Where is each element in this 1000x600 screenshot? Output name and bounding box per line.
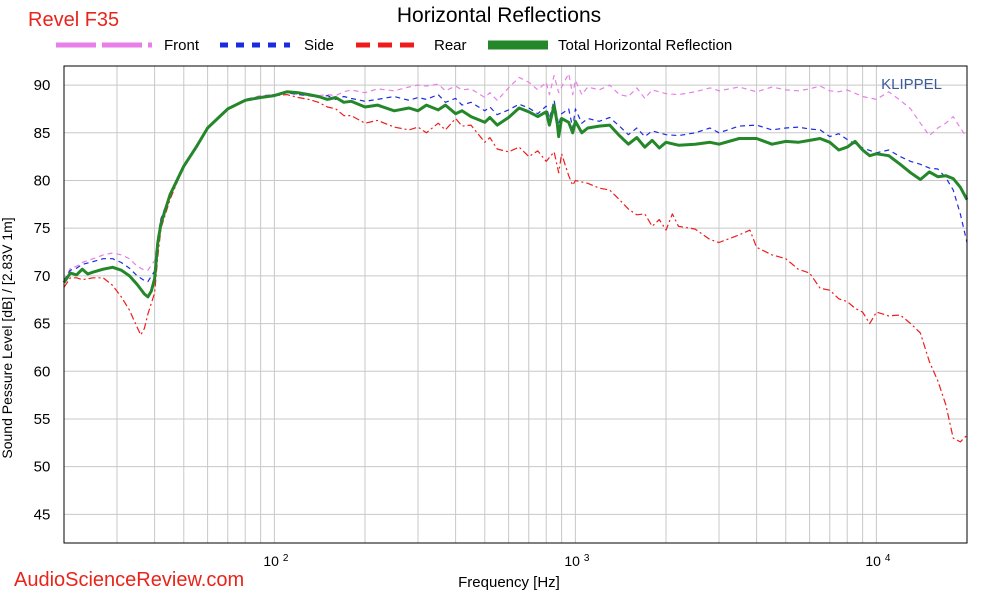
x-tick-label: 10 3 <box>564 553 589 569</box>
y-tick-label: 85 <box>34 125 51 142</box>
legend-label: Front <box>164 37 200 54</box>
chart-title: Horizontal Reflections <box>397 4 601 27</box>
series-line-total-horizontal-reflection <box>62 90 969 299</box>
y-tick-label: 75 <box>34 220 51 237</box>
plot-frame <box>63 65 968 544</box>
product-name: Revel F35 <box>28 9 119 31</box>
plot-area <box>62 65 969 544</box>
x-tick-label: 10 2 <box>263 553 288 569</box>
y-tick-label: 45 <box>34 506 51 523</box>
series-lines <box>62 73 969 443</box>
series-line-front <box>63 73 968 281</box>
grid-lines <box>63 66 968 543</box>
legend-label: Side <box>304 37 334 54</box>
x-axis-ticks: 10 2 10 3 10 4 <box>263 553 890 569</box>
x-tick-label: 10 4 <box>865 553 890 569</box>
series-line-rear <box>63 94 968 443</box>
series-line-side <box>63 92 968 283</box>
y-tick-label: 65 <box>34 316 51 333</box>
y-tick-label: 60 <box>34 363 51 380</box>
x-axis-label: Frequency [Hz] <box>458 574 560 591</box>
legend-label: Total Horizontal Reflection <box>558 37 732 54</box>
legend-label: Rear <box>434 37 467 54</box>
website-credit: AudioScienceReview.com <box>14 569 244 591</box>
y-tick-label: 90 <box>34 77 51 94</box>
y-axis-ticks: 45 50 55 60 65 70 75 80 85 90 <box>34 77 51 523</box>
chart-legend: Front Side Rear Total Horizontal Reflection <box>56 37 732 54</box>
watermark: KLIPPEL <box>881 76 942 93</box>
y-tick-label: 70 <box>34 268 51 285</box>
y-tick-label: 80 <box>34 172 51 189</box>
y-tick-label: 55 <box>34 411 51 428</box>
y-axis-label: Sound Pessure Level [dB] / [2.83V 1m] <box>0 217 15 458</box>
y-tick-label: 50 <box>34 459 51 476</box>
